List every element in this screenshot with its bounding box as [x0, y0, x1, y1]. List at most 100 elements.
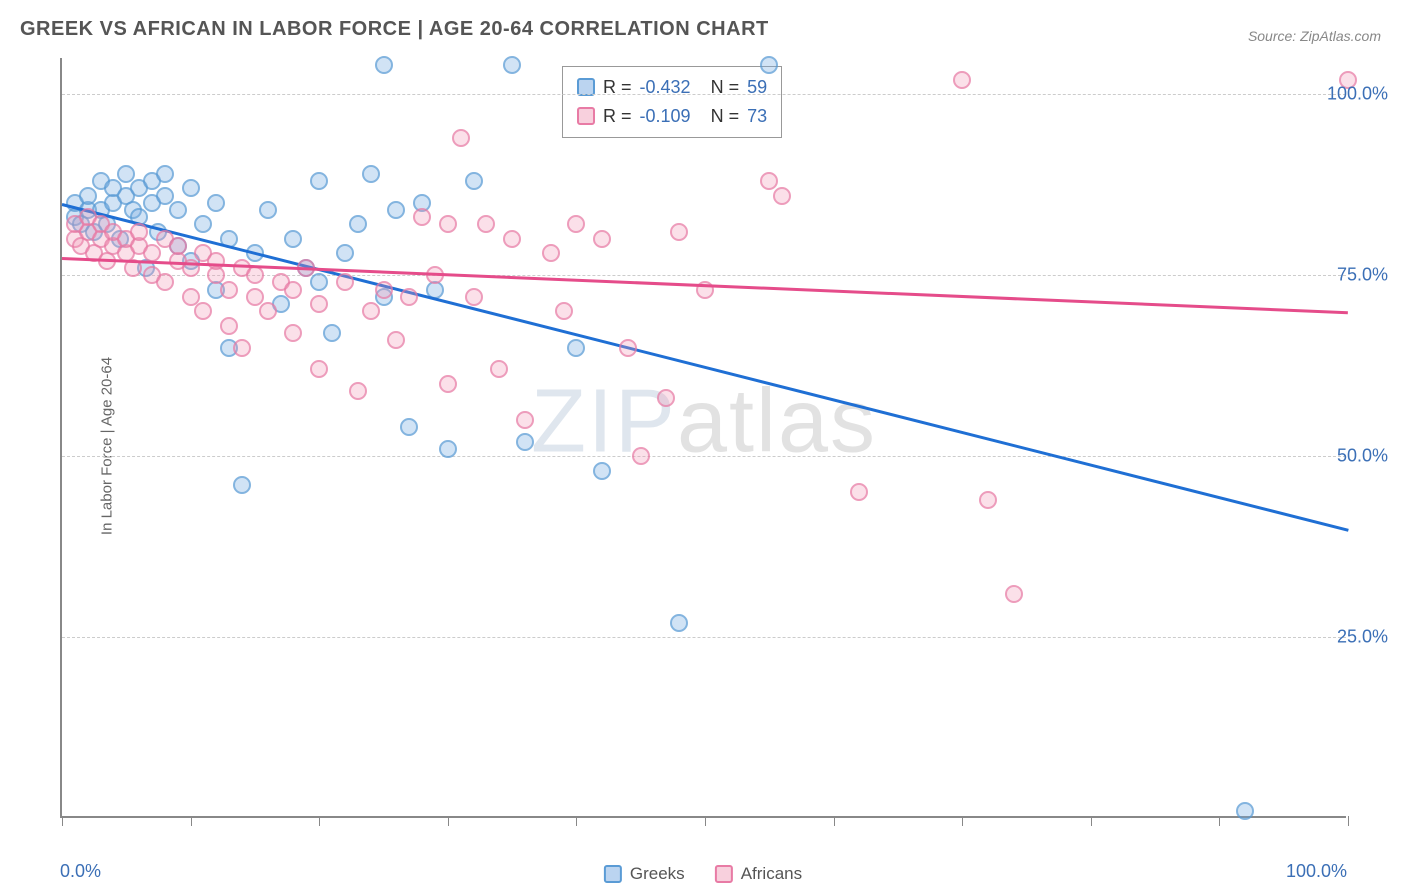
- legend-swatch-icon: [715, 865, 733, 883]
- scatter-point: [760, 56, 778, 74]
- scatter-point: [555, 302, 573, 320]
- scatter-point: [503, 230, 521, 248]
- scatter-point: [156, 165, 174, 183]
- chart-title: GREEK VS AFRICAN IN LABOR FORCE | AGE 20…: [20, 18, 769, 41]
- legend-r-value: -0.432: [640, 73, 691, 102]
- watermark: ZIPatlas: [531, 370, 877, 473]
- legend-item: Africans: [715, 864, 802, 884]
- scatter-point: [362, 302, 380, 320]
- scatter-point: [323, 324, 341, 342]
- series-legend: Greeks Africans: [604, 864, 802, 884]
- scatter-point: [632, 447, 650, 465]
- scatter-point: [310, 360, 328, 378]
- scatter-point: [670, 223, 688, 241]
- legend-n-value: 59: [747, 73, 767, 102]
- legend-item-label: Africans: [741, 864, 802, 884]
- scatter-point: [117, 165, 135, 183]
- scatter-point: [400, 418, 418, 436]
- gridline: [62, 94, 1346, 95]
- scatter-point: [79, 187, 97, 205]
- scatter-point: [310, 273, 328, 291]
- scatter-point: [516, 411, 534, 429]
- scatter-point: [400, 288, 418, 306]
- scatter-point: [284, 230, 302, 248]
- scatter-point: [194, 302, 212, 320]
- scatter-point: [670, 614, 688, 632]
- x-tick: [1091, 816, 1092, 826]
- scatter-point: [259, 201, 277, 219]
- scatter-point: [246, 288, 264, 306]
- gridline: [62, 456, 1346, 457]
- scatter-point: [246, 266, 264, 284]
- scatter-point: [953, 71, 971, 89]
- scatter-point: [336, 244, 354, 262]
- x-tick-label: 100.0%: [1286, 861, 1347, 882]
- scatter-point: [567, 215, 585, 233]
- scatter-point: [349, 215, 367, 233]
- legend-r-value: -0.109: [640, 102, 691, 131]
- scatter-point: [542, 244, 560, 262]
- x-tick: [705, 816, 706, 826]
- scatter-point: [182, 288, 200, 306]
- scatter-point: [375, 281, 393, 299]
- x-tick: [191, 816, 192, 826]
- scatter-point: [593, 462, 611, 480]
- legend-n-value: 73: [747, 102, 767, 131]
- scatter-point: [182, 179, 200, 197]
- legend-r-label: R =: [603, 102, 632, 131]
- chart-plot-area: ZIPatlas R = -0.432 N = 59 R = -0.109 N = 7…: [60, 58, 1346, 818]
- scatter-point: [1236, 802, 1254, 820]
- scatter-point: [375, 56, 393, 74]
- legend-n-label: N =: [711, 102, 740, 131]
- x-tick: [62, 816, 63, 826]
- scatter-point: [593, 230, 611, 248]
- scatter-point: [516, 433, 534, 451]
- y-tick-label: 75.0%: [1337, 265, 1388, 286]
- scatter-point: [233, 476, 251, 494]
- scatter-point: [439, 375, 457, 393]
- scatter-point: [259, 302, 277, 320]
- scatter-point: [619, 339, 637, 357]
- legend-n-label: N =: [711, 73, 740, 102]
- legend-row: R = -0.432 N = 59: [577, 73, 767, 102]
- y-tick-label: 25.0%: [1337, 627, 1388, 648]
- scatter-point: [362, 165, 380, 183]
- legend-r-label: R =: [603, 73, 632, 102]
- trendline: [62, 203, 1349, 532]
- scatter-point: [387, 201, 405, 219]
- legend-item: Greeks: [604, 864, 685, 884]
- scatter-point: [439, 215, 457, 233]
- scatter-point: [465, 172, 483, 190]
- scatter-point: [284, 324, 302, 342]
- x-tick: [1348, 816, 1349, 826]
- scatter-point: [336, 273, 354, 291]
- scatter-point: [349, 382, 367, 400]
- scatter-point: [156, 273, 174, 291]
- y-tick-label: 100.0%: [1327, 84, 1388, 105]
- scatter-point: [503, 56, 521, 74]
- scatter-point: [220, 317, 238, 335]
- x-tick-label: 0.0%: [60, 861, 101, 882]
- scatter-point: [310, 295, 328, 313]
- x-tick: [576, 816, 577, 826]
- scatter-point: [452, 129, 470, 147]
- legend-swatch-icon: [577, 107, 595, 125]
- scatter-point: [169, 237, 187, 255]
- scatter-point: [284, 281, 302, 299]
- scatter-point: [169, 201, 187, 219]
- legend-swatch-icon: [604, 865, 622, 883]
- scatter-point: [194, 215, 212, 233]
- scatter-point: [850, 483, 868, 501]
- scatter-point: [490, 360, 508, 378]
- scatter-point: [773, 187, 791, 205]
- scatter-point: [567, 339, 585, 357]
- scatter-point: [1005, 585, 1023, 603]
- scatter-point: [979, 491, 997, 509]
- legend-row: R = -0.109 N = 73: [577, 102, 767, 131]
- source-attribution: Source: ZipAtlas.com: [1248, 28, 1381, 44]
- scatter-point: [387, 331, 405, 349]
- scatter-point: [413, 208, 431, 226]
- scatter-point: [220, 281, 238, 299]
- scatter-point: [465, 288, 483, 306]
- scatter-point: [439, 440, 457, 458]
